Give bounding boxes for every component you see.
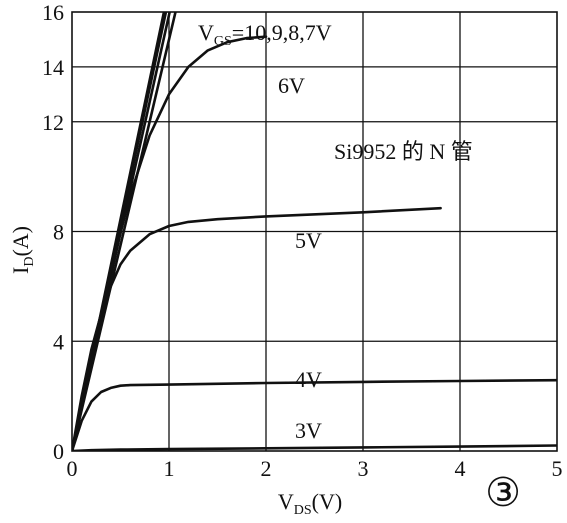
y-tick-label: 14: [42, 55, 64, 80]
y-tick-label: 4: [53, 329, 64, 354]
x-tick-label: 0: [67, 456, 78, 481]
figure-number: ③: [485, 470, 521, 515]
x-tick-label: 2: [261, 456, 272, 481]
y-tick-label: 12: [42, 110, 64, 135]
y-tick-label: 16: [42, 0, 64, 25]
curve-vgs-3v: [72, 444, 557, 451]
curve-vgs-5v: [72, 206, 442, 451]
x-tick-label: 1: [164, 456, 175, 481]
x-tick-label: 5: [552, 456, 563, 481]
label-6v: 6V: [278, 73, 305, 98]
plot-frame: [71, 11, 558, 452]
device-annotation: Si9952 的 N 管: [334, 139, 473, 164]
label-vgs-10-9-8-7: VGS=10,9,8,7V: [198, 20, 332, 49]
label-4v: 4V: [295, 367, 322, 392]
label-3v: 3V: [295, 418, 322, 443]
x-axis-label: VDS(V): [278, 489, 342, 518]
y-tick-label: 0: [53, 439, 64, 464]
curves: [72, 12, 557, 451]
curve-vgs-7v: [72, 12, 177, 451]
y-tick-label: 8: [53, 220, 64, 245]
label-5v: 5V: [295, 228, 322, 253]
y-axis-label: ID(A): [8, 226, 37, 274]
curve-vgs-4v: [72, 378, 557, 451]
x-tick-label: 4: [455, 456, 466, 481]
curve-vgs-6v: [72, 35, 268, 451]
x-tick-label: 3: [358, 456, 369, 481]
